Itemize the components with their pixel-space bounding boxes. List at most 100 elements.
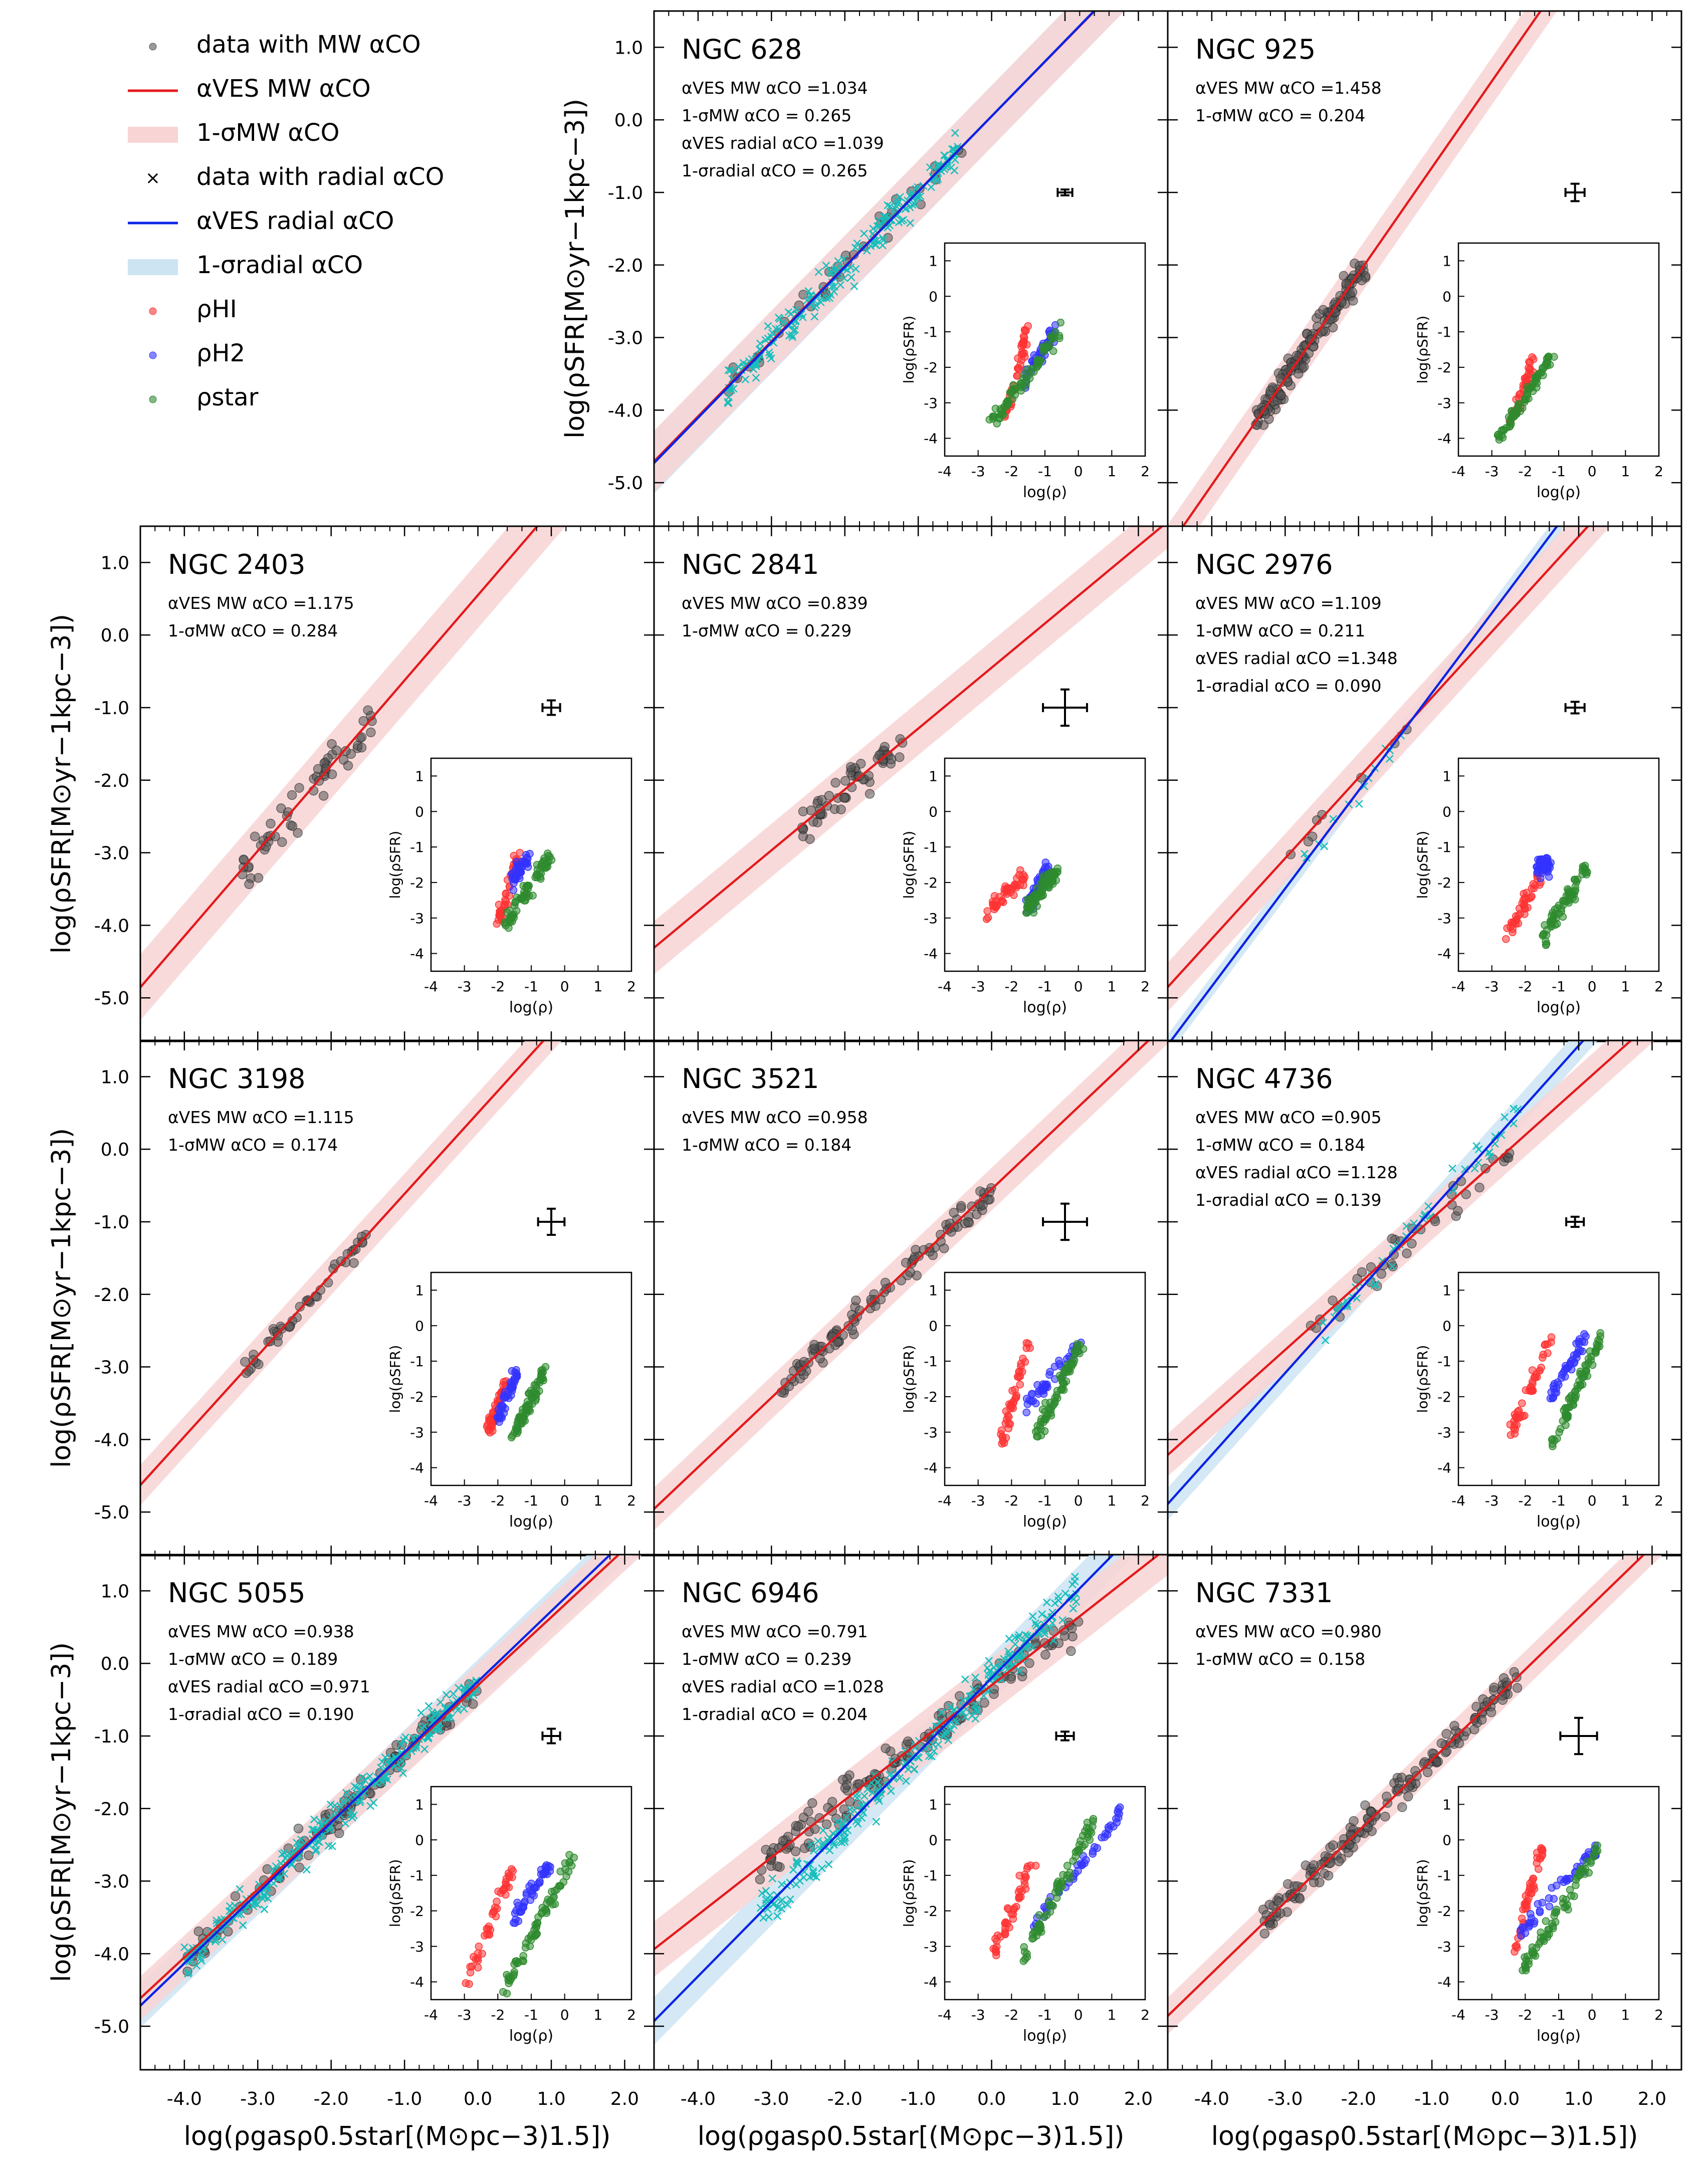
radial-point [896,1774,904,1782]
inset-y-tick-label: -1 [410,839,424,855]
radial-point [819,1826,827,1835]
inset-point-star [1067,1359,1075,1367]
inset-point-star [1049,347,1057,355]
inset-point-HI [1016,360,1024,369]
inset-y-tick-label: -1 [1437,1353,1451,1370]
inset-point-star [1494,430,1503,439]
radial-point [454,1706,462,1714]
radial-point [884,201,892,209]
inset-x-tick-label: -1 [1038,1492,1052,1509]
mw-point [821,1819,832,1830]
mw-point [1357,275,1367,286]
inset-point-star [1566,896,1574,904]
mw-point [956,1201,966,1211]
x-tick-label: 0.0 [1491,2089,1520,2109]
mw-point [341,746,351,756]
mw-point [1407,1238,1417,1249]
inset: -4 -3 -2 -1 0 1 2 -4 -3 -2 -1 0 1 log(ρ) log(ρSFR) [901,1271,1150,1531]
radial-point [895,218,903,227]
mw-point [1366,1807,1376,1817]
inset-y-tick-label: -4 [410,1460,424,1476]
legend-label: ρstar [196,383,259,411]
radial-point [316,1817,324,1826]
legend-marker: × [145,168,160,188]
y-tick-label: -4.0 [608,400,643,421]
radial-point [742,360,751,369]
inset-point-HI [1515,911,1523,920]
inset-x-label: log(ρ) [1023,1513,1067,1531]
y-tick-label: -2.0 [608,256,643,276]
y-tick-label: 1.0 [614,38,643,58]
panel-stat: αVES MW αCO =1.109 [1195,593,1382,613]
mw-point [1469,1724,1479,1734]
radial-point [326,1800,335,1809]
inset-point-HI [1000,889,1008,897]
radial-point [806,1861,814,1869]
panel-frame [1167,525,1682,1042]
mw-point [1422,1767,1433,1778]
inset-x-tick-label: -4 [424,2007,438,2023]
inset-point-star [1546,918,1555,926]
inset-point-star [1559,901,1568,909]
inset-x-tick-label: 2 [627,978,636,995]
legend: data with MW αCO αVES MW αCO 1-σMW αCO × dat… [128,31,444,411]
inset-point-star [1594,1336,1602,1344]
inset-point-HI [1528,1889,1536,1897]
mw-point [1286,849,1296,859]
error-bar [1042,688,1088,727]
radial-point [1040,1627,1048,1635]
inset-y-tick-label: -4 [924,946,938,962]
radial-point [1040,1630,1049,1638]
sigma-band [654,11,1124,494]
radial-point [904,1765,913,1774]
inset-point-H2 [522,851,530,859]
panel-title: NGC 4736 [1195,1063,1333,1095]
radial-point [249,1902,258,1910]
radial-point [902,1777,910,1785]
radial-point [447,1713,455,1722]
x-tick-label: 1.0 [1564,2089,1593,2109]
mw-point [334,1828,344,1838]
panel-stat: 1-σMW αCO = 0.229 [682,621,851,640]
mw-point [1006,1674,1016,1684]
inset-y-tick-label: -2 [410,1389,424,1405]
inset-y-tick-label: 1 [1442,253,1451,269]
inset-point-star [1506,422,1514,430]
radial-point [1054,1592,1062,1601]
mw-point [1265,385,1275,396]
y-tick-label: -1.0 [94,698,129,719]
fit-line [1168,1040,1585,1506]
inset-point-star [1045,1901,1053,1910]
mw-point [1303,836,1314,846]
y-tick-label: -5.0 [94,2017,129,2037]
inset-point-H2 [508,1384,516,1392]
inset-point-HI [486,1423,494,1431]
radial-point [1320,842,1329,850]
mw-point [809,1344,819,1354]
inset-point-star [1063,1862,1072,1870]
fit-line [654,1040,1151,1510]
radial-point [1491,1132,1500,1141]
mw-point [895,752,905,762]
inset-frame [1457,242,1660,457]
inset-x-label: log(ρ) [1023,484,1067,501]
legend-entry: ρstar [149,383,259,411]
inset-x-tick-label: 2 [1141,2007,1150,2023]
inset-x-tick-label: -4 [938,463,952,480]
radial-point [825,1846,834,1855]
inset-point-HI [1522,895,1530,904]
radial-point [378,1758,386,1766]
radial-point [899,215,908,224]
mw-point [803,1807,813,1817]
inset-x-tick-label: -2 [1518,463,1532,480]
radial-point [968,1711,976,1720]
inset-point-H2 [1549,1393,1557,1402]
inset-x-tick-label: 0 [1074,1492,1083,1509]
inset-point-star [1041,1399,1049,1407]
radial-point [776,315,784,323]
inset-point-HI [1001,1930,1009,1938]
inset-y-tick-label: -3 [410,1424,424,1441]
inset-point-star [1539,364,1548,373]
radial-point [418,1724,426,1732]
radial-point [840,265,849,273]
